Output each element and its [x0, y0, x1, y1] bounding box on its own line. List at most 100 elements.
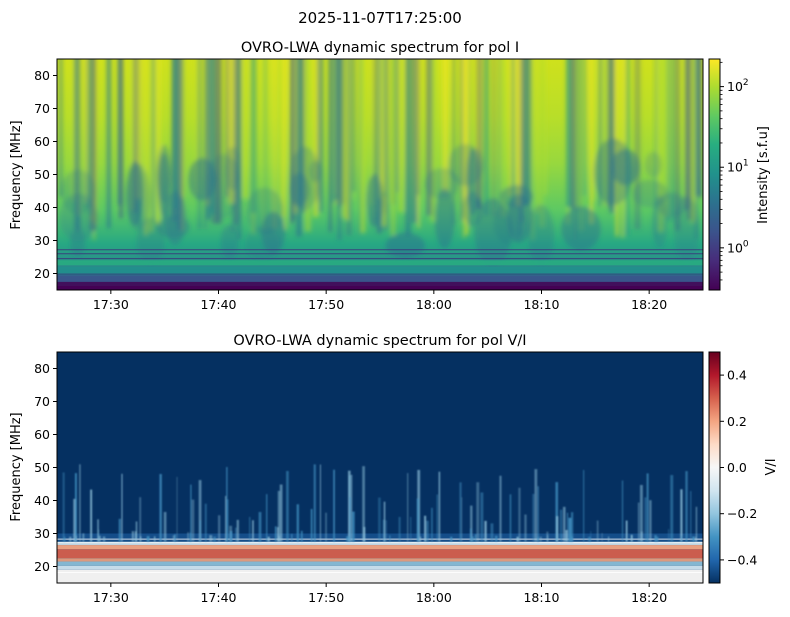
colorbar-2 — [708, 351, 721, 584]
vi-wisp — [590, 531, 592, 542]
vi-wisp — [608, 536, 610, 542]
vi-wisp — [562, 506, 566, 542]
i-streak — [539, 59, 545, 227]
vi-wisp — [695, 536, 697, 542]
colorbar-tick-label: −0.2 — [727, 506, 757, 521]
i-streak — [119, 59, 123, 219]
i-streak — [250, 59, 257, 213]
vi-wisp — [518, 487, 521, 542]
vi-wisp — [480, 492, 484, 542]
vi-wisp — [320, 464, 321, 542]
i-streak — [283, 59, 288, 230]
vi-wisp — [532, 493, 535, 542]
vi-wisp — [601, 533, 603, 542]
vi-band — [57, 549, 703, 559]
vi-wisp — [190, 484, 192, 542]
vi-wisp — [583, 470, 585, 542]
vi-wisp — [204, 503, 207, 542]
vi-wisp — [499, 475, 502, 542]
i-streak — [663, 59, 669, 217]
i-streak — [313, 59, 319, 217]
vi-wisp — [646, 473, 649, 542]
vi-wisp — [644, 497, 647, 542]
vi-wisp — [163, 511, 167, 542]
i-blob — [244, 226, 280, 261]
colorbar-1 — [708, 58, 721, 291]
y-tick-label: 30 — [34, 526, 50, 541]
i-streak — [634, 59, 641, 230]
vi-wisp — [656, 536, 659, 542]
i-streak — [430, 59, 437, 222]
i-streak — [237, 59, 242, 240]
vi-wisp — [539, 536, 542, 542]
vi-wisp — [637, 502, 640, 542]
vi-wisp — [154, 536, 156, 542]
vi-wisp — [139, 497, 142, 542]
y-tick-label: 60 — [34, 427, 50, 442]
panel-2-x-axis: 17:30 17:40 17:50 18:00 18:10 18:20 — [93, 583, 667, 605]
vi-wisp — [461, 497, 463, 542]
i-streak — [426, 59, 434, 216]
colorbar-tick-label: 0.2 — [727, 414, 747, 429]
vi-wisp — [64, 536, 66, 542]
panel-1-x-axis: 17:30 17:40 17:50 18:00 18:10 18:20 — [93, 290, 667, 312]
i-streak — [234, 59, 238, 225]
vi-wisp — [680, 535, 683, 542]
i-streak — [278, 59, 282, 204]
i-streak — [576, 59, 582, 211]
vi-wisp — [566, 512, 569, 542]
vi-wisp — [516, 536, 519, 542]
vi-wisp — [436, 494, 438, 542]
x-tick-label: 18:10 — [523, 590, 559, 605]
vi-wisp — [546, 535, 549, 542]
vi-band — [57, 541, 703, 546]
vi-wisp — [159, 474, 162, 542]
i-streak — [507, 59, 513, 196]
vi-wisp — [378, 497, 381, 542]
vi-wisp — [229, 531, 233, 542]
vi-wisp — [97, 519, 99, 542]
i-streak — [515, 59, 522, 207]
i-streak — [85, 59, 88, 209]
panel-2-title: OVRO-LWA dynamic spectrum for pol V/I — [233, 333, 526, 349]
vi-band — [57, 545, 703, 550]
i-streak — [684, 59, 690, 210]
y-tick-label: 20 — [34, 266, 50, 281]
vi-wisp — [667, 529, 670, 542]
i-blob — [462, 191, 483, 227]
vi-wisp — [98, 535, 101, 542]
vi-wisp — [164, 534, 166, 542]
x-tick-label: 18:00 — [416, 590, 452, 605]
vi-wisp — [680, 489, 683, 542]
vi-wisp — [383, 501, 386, 542]
vi-wisp — [570, 512, 574, 542]
i-streak — [344, 59, 350, 220]
vi-wisp — [258, 512, 262, 542]
i-blob — [611, 149, 641, 186]
i-streak — [280, 59, 286, 217]
i-blob — [156, 215, 190, 239]
x-tick-label: 18:00 — [416, 297, 452, 312]
i-streak — [602, 59, 609, 207]
y-tick-label: 50 — [34, 167, 50, 182]
vi-wisp — [695, 506, 698, 542]
y-tick-label: 70 — [34, 101, 50, 116]
panel-1-y-axis: 20 30 40 50 60 70 80 — [34, 68, 57, 281]
vi-wisp — [639, 484, 643, 542]
vi-wisp — [509, 494, 512, 542]
i-blob — [651, 195, 668, 248]
i-streak — [398, 59, 405, 213]
vi-wisp — [621, 480, 624, 542]
i-streak — [341, 59, 347, 218]
i-streak — [654, 59, 657, 241]
i-streak — [155, 59, 159, 226]
vi-wisp — [484, 520, 487, 542]
i-streak — [411, 59, 418, 223]
i-blob — [220, 224, 239, 260]
vi-wisp — [249, 516, 251, 542]
i-streak — [135, 59, 142, 199]
vi-wisp — [118, 518, 121, 542]
i-streak — [476, 59, 480, 199]
vi-wisp — [692, 536, 695, 542]
vi-wisp — [74, 473, 77, 542]
